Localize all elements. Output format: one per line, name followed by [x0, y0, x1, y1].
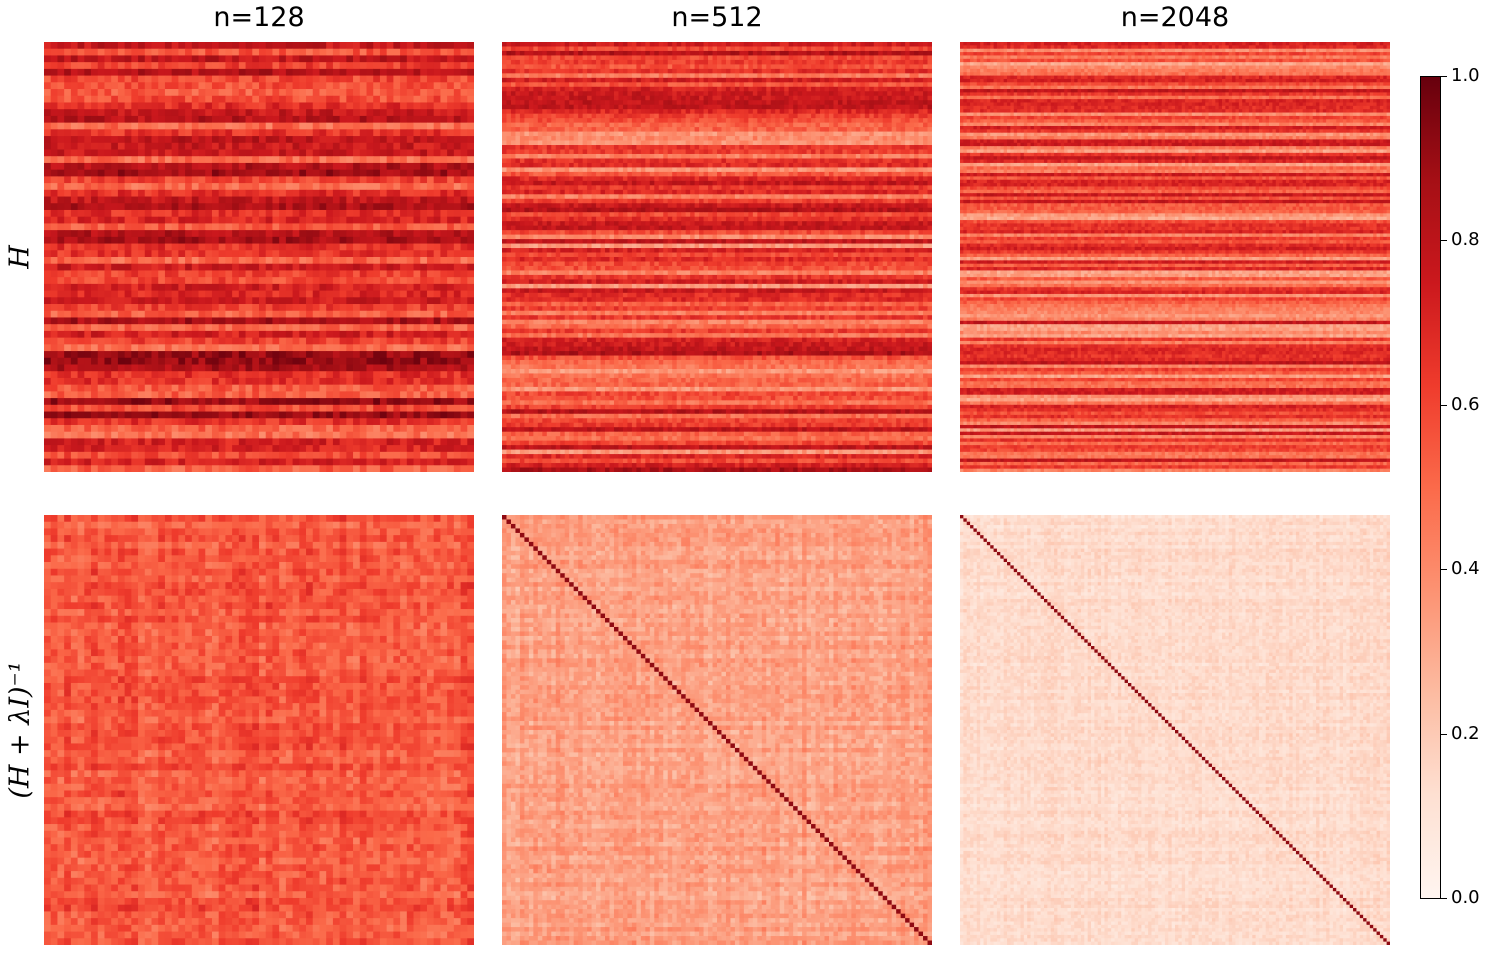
row-label-inverse: (H + λI)⁻¹	[5, 661, 36, 798]
heatmap-cells	[960, 42, 1390, 472]
colorbar-tick-label: 0.6	[1451, 396, 1480, 414]
colorbar-tick	[1441, 734, 1447, 735]
colorbar-tick-label: 0.0	[1451, 889, 1480, 907]
row-label-h: H	[5, 245, 36, 269]
heatmap-inverse-n512	[502, 515, 932, 945]
heatmap-inverse-n128	[44, 515, 474, 945]
colorbar-tick-label: 1.0	[1451, 67, 1480, 85]
colorbar-tick-label: 0.8	[1451, 231, 1480, 249]
colorbar-tick	[1441, 898, 1447, 899]
heatmap-cells	[502, 42, 932, 472]
column-title-n128: n=128	[44, 2, 474, 33]
heatmap-cells	[44, 515, 474, 945]
heatmap-h-n512	[502, 42, 932, 472]
colorbar-tick-label: 0.4	[1451, 560, 1480, 578]
colorbar-tick	[1441, 405, 1447, 406]
colorbar-tick-label: 0.2	[1451, 725, 1480, 743]
heatmap-h-n128	[44, 42, 474, 472]
column-title-n2048: n=2048	[960, 2, 1390, 33]
colorbar-tick	[1441, 76, 1447, 77]
colorbar-tick	[1441, 569, 1447, 570]
heatmap-cells	[44, 42, 474, 472]
colorbar-tick	[1441, 240, 1447, 241]
heatmap-cells	[960, 515, 1390, 945]
heatmap-inverse-n2048	[960, 515, 1390, 945]
heatmap-h-n2048	[960, 42, 1390, 472]
heatmap-cells	[502, 515, 932, 945]
column-title-n512: n=512	[502, 2, 932, 33]
colorbar	[1420, 76, 1441, 899]
